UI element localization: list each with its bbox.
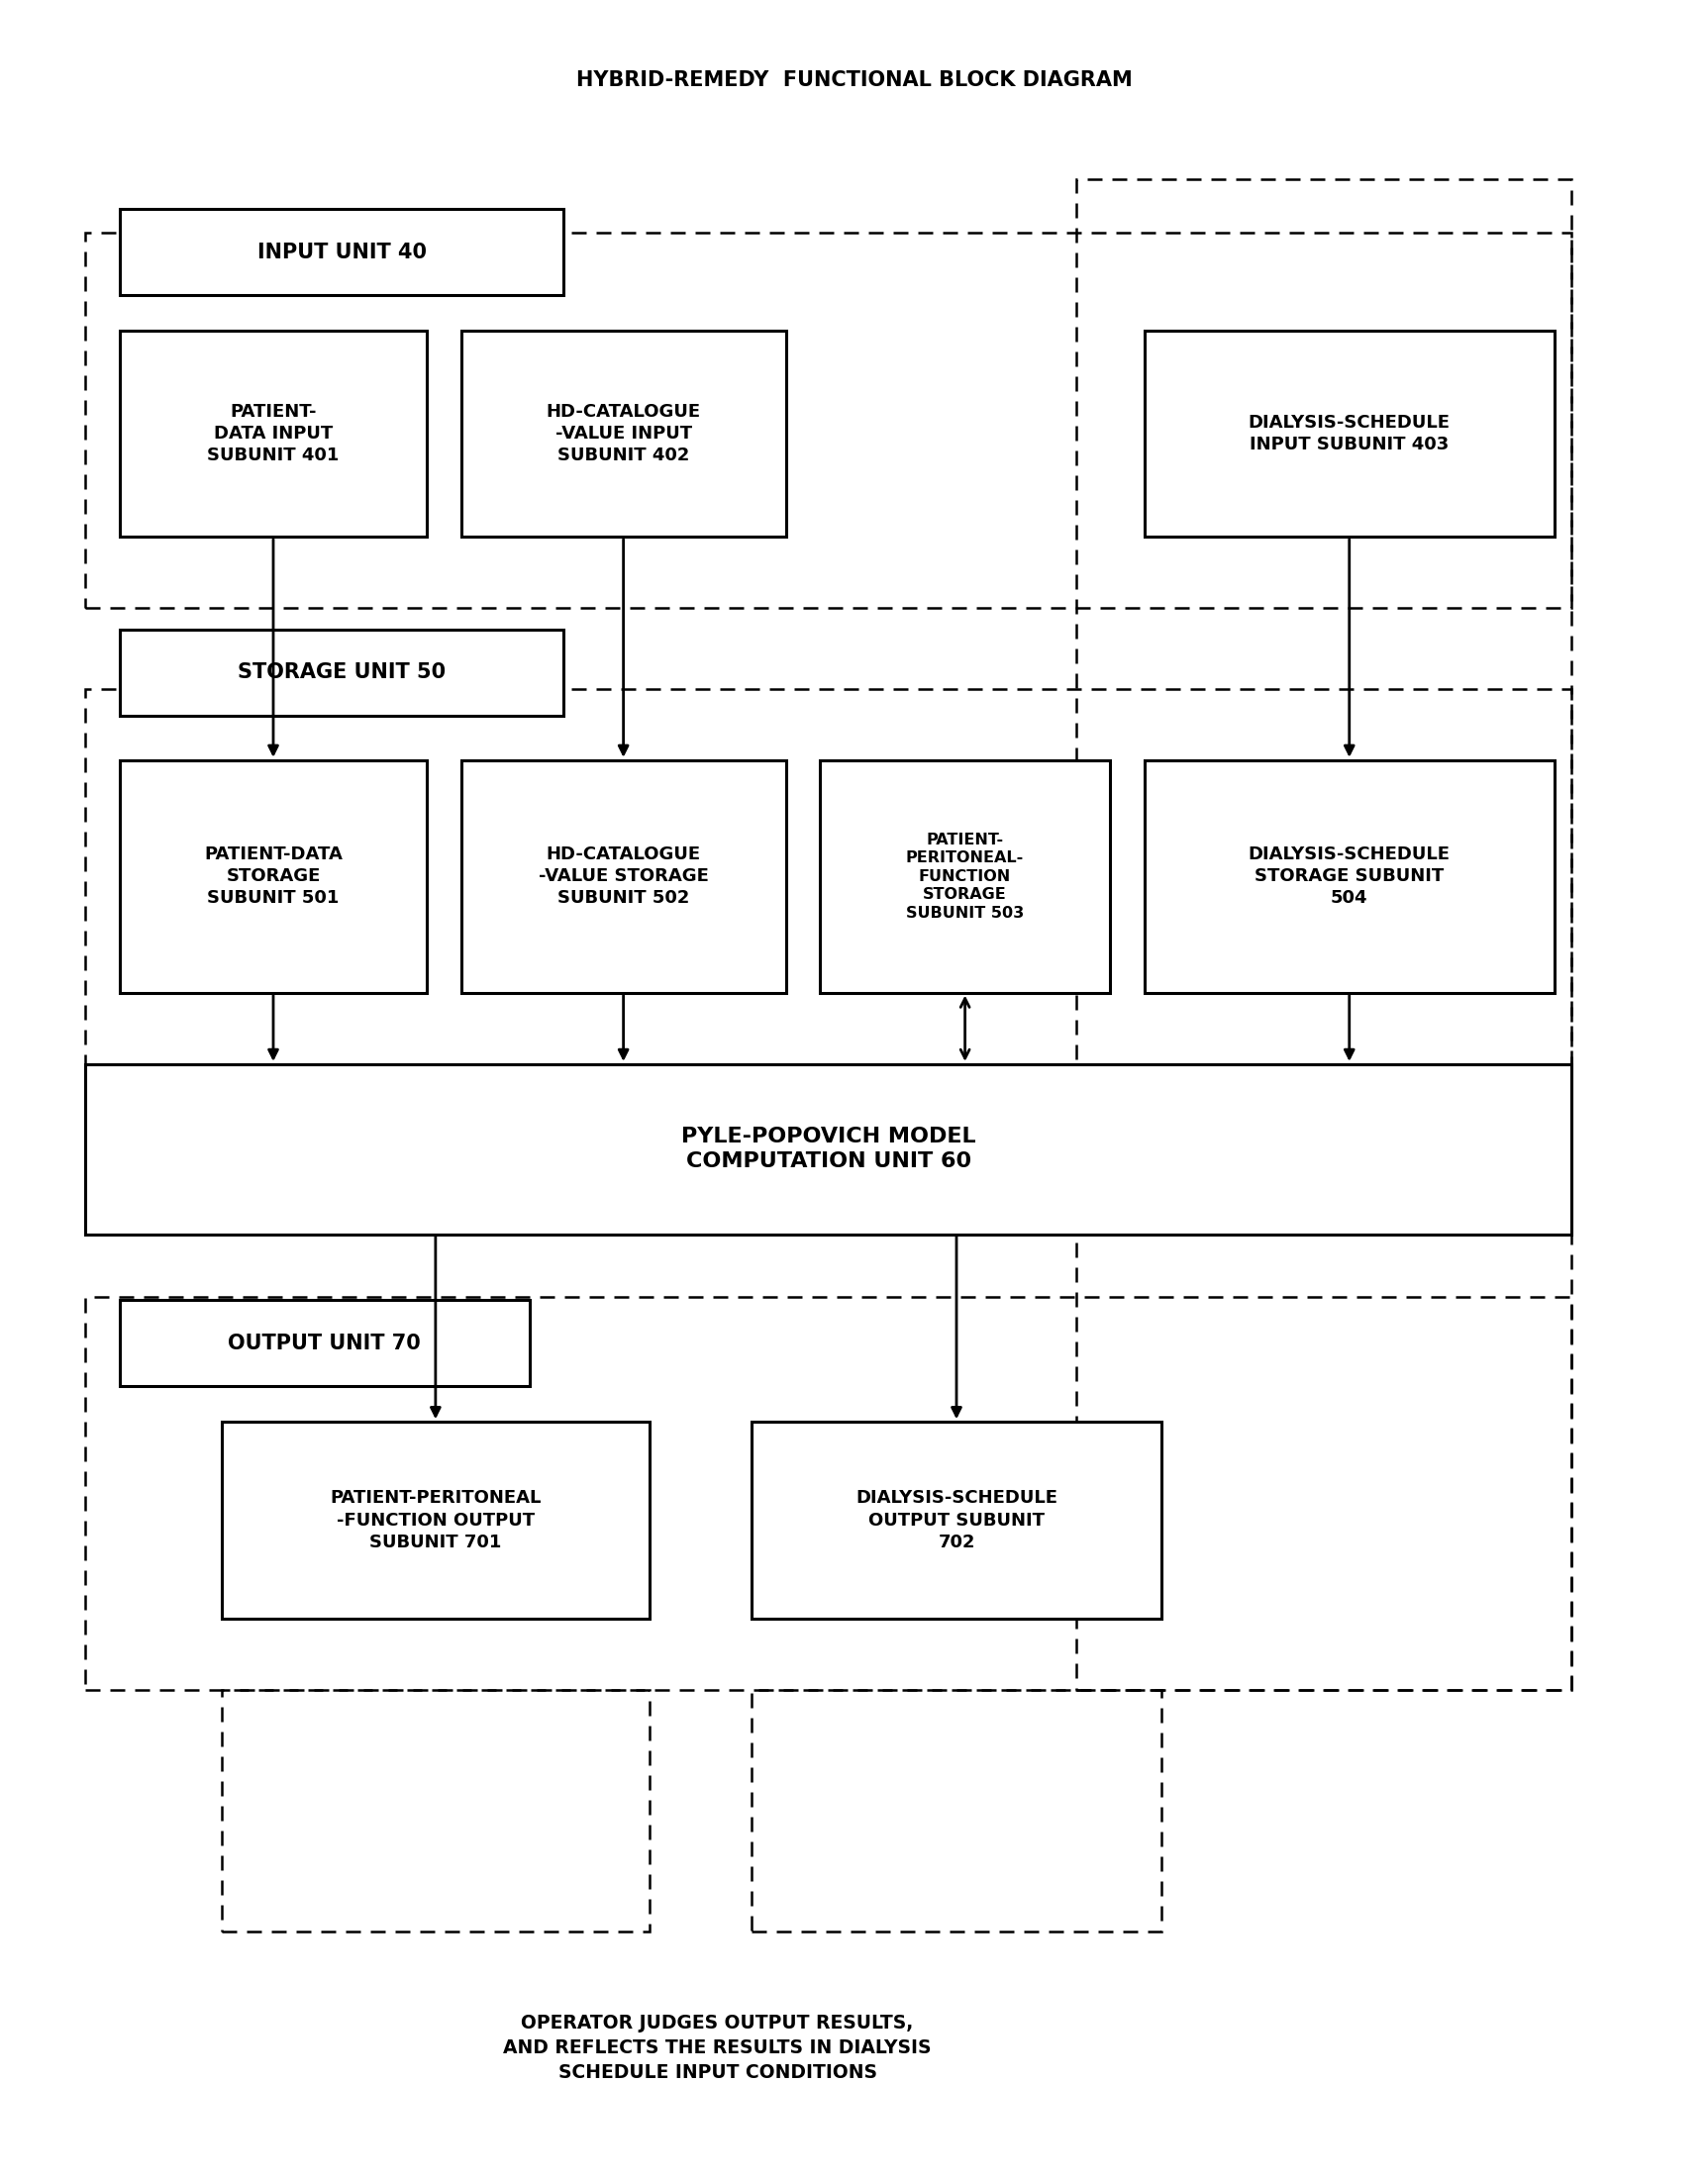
Bar: [120, 631, 564, 716]
Text: DIALYSIS-SCHEDULE
OUTPUT SUBUNIT
702: DIALYSIS-SCHEDULE OUTPUT SUBUNIT 702: [856, 1490, 1057, 1551]
Bar: [120, 1300, 529, 1386]
Text: PATIENT-PERITONEAL
-FUNCTION OUTPUT
SUBUNIT 701: PATIENT-PERITONEAL -FUNCTION OUTPUT SUBU…: [330, 1490, 541, 1551]
Bar: [752, 1423, 1161, 1619]
Text: HD-CATALOGUE
-VALUE INPUT
SUBUNIT 402: HD-CATALOGUE -VALUE INPUT SUBUNIT 402: [547, 404, 700, 465]
Text: PATIENT-
PERITONEAL-
FUNCTION
STORAGE
SUBUNIT 503: PATIENT- PERITONEAL- FUNCTION STORAGE SU…: [905, 831, 1025, 921]
Bar: [85, 1296, 1571, 1691]
Text: PYLE-POPOVICH MODEL
COMPUTATION UNIT 60: PYLE-POPOVICH MODEL COMPUTATION UNIT 60: [681, 1126, 975, 1172]
Text: INPUT UNIT 40: INPUT UNIT 40: [256, 242, 427, 262]
Bar: [85, 690, 1571, 1065]
Bar: [120, 332, 427, 537]
Bar: [120, 759, 427, 993]
Bar: [820, 759, 1110, 993]
Bar: [1144, 759, 1554, 993]
Bar: [461, 759, 786, 993]
Bar: [85, 233, 1571, 609]
Bar: [222, 1423, 649, 1619]
Text: HYBRID-REMEDY  FUNCTIONAL BLOCK DIAGRAM: HYBRID-REMEDY FUNCTIONAL BLOCK DIAGRAM: [576, 70, 1132, 89]
Text: PATIENT-DATA
STORAGE
SUBUNIT 501: PATIENT-DATA STORAGE SUBUNIT 501: [203, 844, 343, 908]
Bar: [1076, 179, 1571, 1691]
Text: DIALYSIS-SCHEDULE
INPUT SUBUNIT 403: DIALYSIS-SCHEDULE INPUT SUBUNIT 403: [1249, 415, 1450, 454]
Bar: [85, 1065, 1571, 1235]
Bar: [120, 209, 564, 295]
Text: OPERATOR JUDGES OUTPUT RESULTS,
AND REFLECTS THE RESULTS IN DIALYSIS
SCHEDULE IN: OPERATOR JUDGES OUTPUT RESULTS, AND REFL…: [504, 2014, 931, 2082]
Text: DIALYSIS-SCHEDULE
STORAGE SUBUNIT
504: DIALYSIS-SCHEDULE STORAGE SUBUNIT 504: [1249, 844, 1450, 908]
Text: STORAGE UNIT 50: STORAGE UNIT 50: [237, 663, 446, 683]
Bar: [461, 332, 786, 537]
Text: HD-CATALOGUE
-VALUE STORAGE
SUBUNIT 502: HD-CATALOGUE -VALUE STORAGE SUBUNIT 502: [538, 844, 709, 908]
Bar: [1144, 332, 1554, 537]
Bar: [752, 1691, 1161, 1931]
Text: OUTPUT UNIT 70: OUTPUT UNIT 70: [229, 1333, 420, 1353]
Bar: [222, 1691, 649, 1931]
Text: PATIENT-
DATA INPUT
SUBUNIT 401: PATIENT- DATA INPUT SUBUNIT 401: [207, 404, 340, 465]
